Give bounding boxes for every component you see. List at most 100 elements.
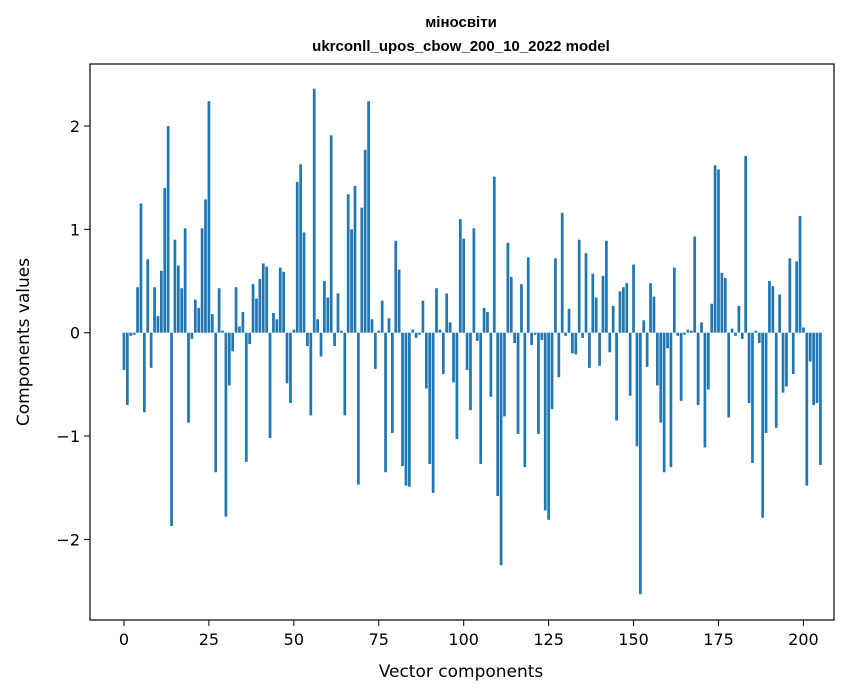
x-tick-label: 75 [369,630,389,649]
bar [659,332,663,423]
bar [683,332,686,335]
bar [713,165,717,333]
bar [285,332,289,384]
bar [129,332,133,336]
x-tick-label: 0 [119,630,129,649]
bar [187,332,190,423]
bar [428,332,432,464]
bar [625,283,629,333]
bar [618,291,622,333]
y-axis-label: Components values [14,258,34,426]
bar [173,239,177,333]
bar [577,239,581,333]
bar [526,257,530,333]
bar [445,293,449,333]
bar [764,332,768,433]
bar [730,328,734,333]
bar [176,265,180,333]
bar [686,329,690,333]
bar [217,288,221,333]
bar [166,126,170,333]
bar [819,332,822,465]
bar [424,332,428,389]
bar [336,293,340,333]
bar [472,228,476,333]
y-tick-label: 2 [70,117,80,136]
bars-group [122,88,822,595]
x-tick-label: 200 [788,630,819,649]
bar [411,329,415,333]
bar [458,219,462,333]
bar [795,261,798,333]
bar [353,185,357,333]
bar [207,101,211,333]
bar [159,270,163,333]
bar [740,332,744,339]
bar [761,332,765,518]
bar [496,332,500,496]
bar [421,300,425,333]
bar [598,332,601,366]
x-tick-label: 175 [703,630,734,649]
bar [550,332,554,410]
bar [200,228,204,333]
bar [343,332,347,416]
bar [360,207,364,333]
bar [754,330,758,333]
bar [703,332,707,448]
bar [632,264,635,333]
chart-title: міносвіти [425,14,497,31]
bar [397,269,401,333]
bar [696,332,700,406]
bar [248,332,252,345]
bar [693,236,697,333]
bar [734,332,737,336]
bar [234,287,238,333]
x-tick-label: 125 [533,630,564,649]
bar [672,267,676,333]
bar [475,332,479,341]
bar [312,88,316,333]
bar [193,299,197,333]
bar [676,332,680,336]
bar [156,316,160,333]
bar [557,332,561,378]
bar [251,284,255,333]
bar [340,330,343,333]
bar [689,330,693,333]
bar [486,312,489,333]
bar [751,332,754,463]
bar [509,276,513,333]
bar [591,273,595,333]
bar [747,332,751,403]
bar [543,332,547,511]
bar [520,284,523,333]
bar [455,332,459,440]
bar [608,332,612,353]
bar [391,332,394,433]
bar [180,288,184,333]
bar [272,313,275,333]
bar [768,281,771,333]
bar [744,155,748,333]
bar [326,297,330,333]
bar [662,332,666,473]
bar [523,332,527,468]
bar [329,135,333,333]
bar [299,164,302,333]
bar [530,332,533,346]
bar [594,297,598,333]
bar [778,294,781,333]
bar [655,332,659,386]
bar [418,332,421,335]
bar [404,332,408,486]
bar [309,332,313,416]
bar [122,332,126,370]
bar [588,332,591,368]
bar [635,332,639,447]
bar [652,296,656,333]
bar [170,332,173,526]
bar [601,275,605,333]
bar [146,259,150,333]
bar [642,320,646,333]
